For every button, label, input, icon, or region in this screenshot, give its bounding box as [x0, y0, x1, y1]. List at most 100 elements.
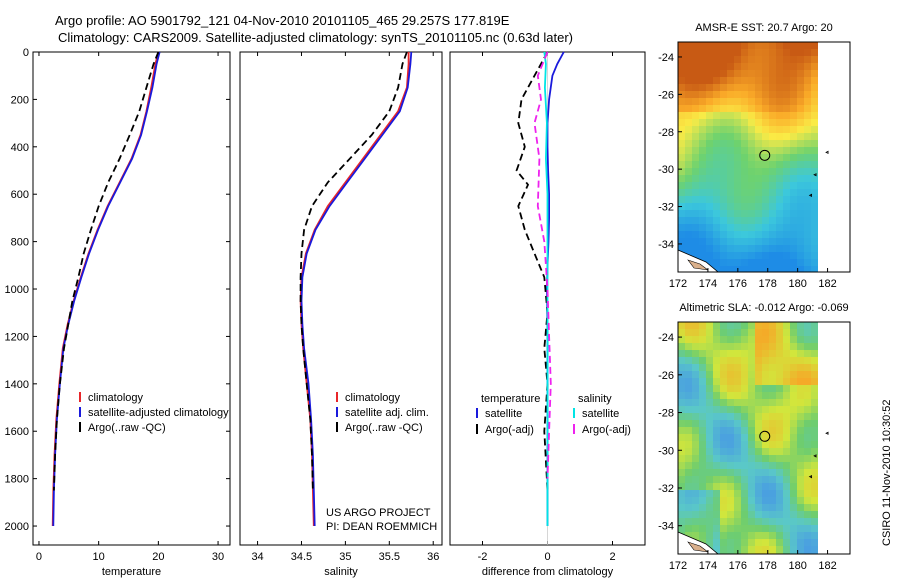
- map-cell: [734, 189, 741, 196]
- map-cell: [692, 518, 699, 525]
- map-cell: [699, 112, 706, 119]
- map-cell: [790, 49, 797, 56]
- map-cell: [769, 441, 776, 448]
- map-cell: [678, 105, 685, 112]
- map-cell: [727, 525, 734, 532]
- map-cell: [720, 392, 727, 399]
- map-cell: [720, 217, 727, 224]
- map-cell: [699, 413, 706, 420]
- map-cell: [678, 245, 685, 252]
- map-cell: [762, 525, 769, 532]
- map-cell: [692, 476, 699, 483]
- map-cell: [769, 70, 776, 77]
- series-line-satellite: [545, 51, 565, 526]
- map-cell: [748, 224, 755, 231]
- legend-label: climatology: [88, 392, 144, 404]
- map-cell: [755, 378, 762, 385]
- map-cell: [727, 378, 734, 385]
- map-cell: [706, 133, 713, 140]
- map-cell: [804, 539, 811, 546]
- map-cell: [748, 462, 755, 469]
- map-cell: [804, 161, 811, 168]
- map-cell: [776, 210, 783, 217]
- map-cell: [727, 413, 734, 420]
- project-label: US ARGO PROJECT: [326, 507, 431, 519]
- map-cell: [804, 140, 811, 147]
- map-cell: [811, 441, 818, 448]
- map-cell: [685, 322, 692, 329]
- map-cell: [699, 217, 706, 224]
- map-cell: [706, 245, 713, 252]
- map-cell: [783, 231, 790, 238]
- map-cell: [734, 350, 741, 357]
- map-cell: [741, 259, 748, 266]
- map-cell: [797, 203, 804, 210]
- map-cell: [804, 189, 811, 196]
- map-cell: [720, 77, 727, 84]
- map-cell: [804, 476, 811, 483]
- map-cell: [706, 483, 713, 490]
- map-cell: [685, 168, 692, 175]
- map-cell: [797, 385, 804, 392]
- map-cell: [734, 441, 741, 448]
- map-cell: [727, 476, 734, 483]
- map-cell: [741, 518, 748, 525]
- map-cell: [811, 483, 818, 490]
- map-cell: [748, 476, 755, 483]
- map-cell: [804, 182, 811, 189]
- map-cell: [797, 266, 804, 272]
- map-cell: [776, 448, 783, 455]
- map-cell: [783, 42, 790, 49]
- island: [808, 193, 813, 197]
- map-cell: [762, 385, 769, 392]
- map-cell: [713, 511, 720, 518]
- map-cell: [713, 392, 720, 399]
- legend-label: satellite: [582, 408, 619, 420]
- map-cell: [685, 392, 692, 399]
- map-cell: [727, 231, 734, 238]
- map-cell: [790, 168, 797, 175]
- map-cell: [804, 154, 811, 161]
- map-cell: [769, 399, 776, 406]
- map-cell: [748, 84, 755, 91]
- map-cell: [720, 350, 727, 357]
- map-cell: [741, 420, 748, 427]
- map-cell: [762, 406, 769, 413]
- map-cell: [755, 364, 762, 371]
- map-cell: [755, 539, 762, 546]
- map-cell: [685, 511, 692, 518]
- map-cell: [776, 56, 783, 63]
- map-cell: [699, 105, 706, 112]
- map-cell: [678, 196, 685, 203]
- map-cell: [769, 42, 776, 49]
- map-cell: [804, 371, 811, 378]
- y-tick-label: 1800: [5, 474, 29, 486]
- map-cell: [776, 371, 783, 378]
- map-cell: [783, 147, 790, 154]
- map-cell: [811, 203, 818, 210]
- map-cell: [727, 196, 734, 203]
- map-cell: [811, 518, 818, 525]
- map-cell: [727, 322, 734, 329]
- map-cell: [811, 364, 818, 371]
- map-cell: [685, 420, 692, 427]
- map-cell: [685, 154, 692, 161]
- map-cell: [776, 252, 783, 259]
- map-cell: [706, 378, 713, 385]
- map-cell: [713, 147, 720, 154]
- map-cell: [741, 343, 748, 350]
- map-cell: [692, 434, 699, 441]
- map-cell: [797, 161, 804, 168]
- map-cell: [783, 434, 790, 441]
- map-cell: [797, 511, 804, 518]
- map-cell: [783, 63, 790, 70]
- map-cell: [699, 357, 706, 364]
- pi-label: PI: DEAN ROEMMICH: [326, 521, 437, 533]
- map-cell: [776, 490, 783, 497]
- map-cell: [755, 77, 762, 84]
- map-cell: [797, 189, 804, 196]
- map-cell: [755, 483, 762, 490]
- map-cell: [699, 63, 706, 70]
- map-cell: [685, 189, 692, 196]
- series-line-satellite: [543, 51, 549, 526]
